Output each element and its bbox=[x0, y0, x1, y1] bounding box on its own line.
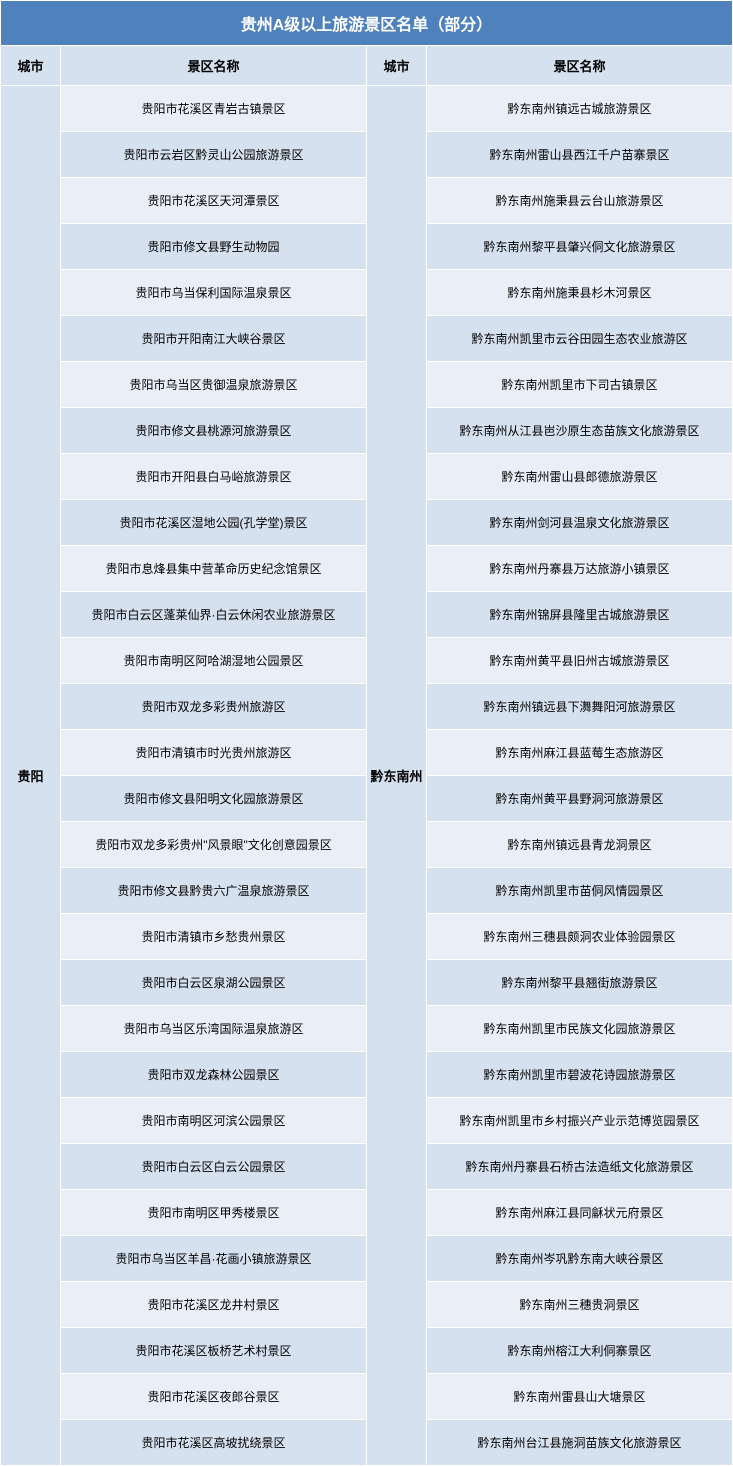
scenic-right: 黔东南州丹寨县石桥古法造纸文化旅游景区 bbox=[427, 1144, 733, 1190]
scenic-right: 黔东南州施秉县云台山旅游景区 bbox=[427, 178, 733, 224]
scenic-right: 黔东南州丹寨县万达旅游小镇景区 bbox=[427, 546, 733, 592]
header-scenic-left: 景区名称 bbox=[61, 46, 367, 86]
scenic-left: 贵阳市花溪区龙井村景区 bbox=[61, 1282, 367, 1328]
scenic-right: 黔东南州黄平县旧州古城旅游景区 bbox=[427, 638, 733, 684]
table-title: 贵州A级以上旅游景区名单（部分） bbox=[1, 1, 733, 46]
scenic-left: 贵阳市花溪区青岩古镇景区 bbox=[61, 86, 367, 132]
scenic-right: 黔东南州镇远县下㵲舞阳河旅游景区 bbox=[427, 684, 733, 730]
scenic-left: 贵阳市南明区甲秀楼景区 bbox=[61, 1190, 367, 1236]
scenic-left: 贵阳市清镇市时光贵州旅游区 bbox=[61, 730, 367, 776]
scenic-left: 贵阳市乌当区贵御温泉旅游景区 bbox=[61, 362, 367, 408]
scenic-left: 贵阳市花溪区湿地公园(孔学堂)景区 bbox=[61, 500, 367, 546]
scenic-right: 黔东南州施秉县杉木河景区 bbox=[427, 270, 733, 316]
scenic-left: 贵阳市乌当区羊昌·花画小镇旅游景区 bbox=[61, 1236, 367, 1282]
scenic-left: 贵阳市修文县桃源河旅游景区 bbox=[61, 408, 367, 454]
scenic-left: 贵阳市修文县阳明文化园旅游景区 bbox=[61, 776, 367, 822]
scenic-right: 黔东南州凯里市下司古镇景区 bbox=[427, 362, 733, 408]
header-city-left: 城市 bbox=[1, 46, 61, 86]
scenic-right: 黔东南州榕江大利侗寨景区 bbox=[427, 1328, 733, 1374]
scenic-right: 黔东南州麻江县同龢状元府景区 bbox=[427, 1190, 733, 1236]
scenic-left: 贵阳市双龙多彩贵州旅游区 bbox=[61, 684, 367, 730]
header-row: 城市 景区名称 城市 景区名称 bbox=[1, 46, 733, 86]
city-right: 黔东南州 bbox=[367, 86, 427, 1466]
scenic-right: 黔东南州从江县岜沙原生态苗族文化旅游景区 bbox=[427, 408, 733, 454]
scenic-left: 贵阳市花溪区天河潭景区 bbox=[61, 178, 367, 224]
scenic-left: 贵阳市白云区白云公园景区 bbox=[61, 1144, 367, 1190]
scenic-right: 黔东南州剑河县温泉文化旅游景区 bbox=[427, 500, 733, 546]
scenic-right: 黔东南州黎平县肇兴侗文化旅游景区 bbox=[427, 224, 733, 270]
scenic-left: 贵阳市乌当区乐湾国际温泉旅游区 bbox=[61, 1006, 367, 1052]
scenic-table: 贵州A级以上旅游景区名单（部分） 城市 景区名称 城市 景区名称 贵阳贵阳市花溪… bbox=[0, 0, 733, 1466]
scenic-right: 黔东南州三穗贵洞景区 bbox=[427, 1282, 733, 1328]
scenic-right: 黔东南州雷山县郎德旅游景区 bbox=[427, 454, 733, 500]
scenic-right: 黔东南州凯里市民族文化园旅游景区 bbox=[427, 1006, 733, 1052]
scenic-right: 黔东南州三穗县颇洞农业体验园景区 bbox=[427, 914, 733, 960]
scenic-left: 贵阳市南明区河滨公园景区 bbox=[61, 1098, 367, 1144]
scenic-left: 贵阳市修文县黔贵六广温泉旅游景区 bbox=[61, 868, 367, 914]
scenic-right: 黔东南州凯里市碧波花诗园旅游景区 bbox=[427, 1052, 733, 1098]
scenic-left: 贵阳市双龙多彩贵州"风景眼"文化创意园景区 bbox=[61, 822, 367, 868]
scenic-left: 贵阳市白云区泉湖公园景区 bbox=[61, 960, 367, 1006]
scenic-left: 贵阳市花溪区夜郎谷景区 bbox=[61, 1374, 367, 1420]
scenic-left: 贵阳市开阳县白马峪旅游景区 bbox=[61, 454, 367, 500]
scenic-left: 贵阳市清镇市乡愁贵州景区 bbox=[61, 914, 367, 960]
scenic-right: 黔东南州镇远县青龙洞景区 bbox=[427, 822, 733, 868]
scenic-left: 贵阳市开阳南江大峡谷景区 bbox=[61, 316, 367, 362]
scenic-right: 黔东南州锦屏县隆里古城旅游景区 bbox=[427, 592, 733, 638]
scenic-left: 贵阳市乌当保利国际温泉景区 bbox=[61, 270, 367, 316]
scenic-left: 贵阳市云岩区黔灵山公园旅游景区 bbox=[61, 132, 367, 178]
scenic-right: 黔东南州黄平县野洞河旅游景区 bbox=[427, 776, 733, 822]
scenic-right: 黔东南州镇远古城旅游景区 bbox=[427, 86, 733, 132]
scenic-right: 黔东南州雷山县西江千户苗寨景区 bbox=[427, 132, 733, 178]
header-city-right: 城市 bbox=[367, 46, 427, 86]
scenic-left: 贵阳市花溪区板桥艺术村景区 bbox=[61, 1328, 367, 1374]
scenic-right: 黔东南州凯里市苗侗风情园景区 bbox=[427, 868, 733, 914]
scenic-left: 贵阳市南明区阿哈湖湿地公园景区 bbox=[61, 638, 367, 684]
scenic-right: 黔东南州麻江县蓝莓生态旅游区 bbox=[427, 730, 733, 776]
header-scenic-right: 景区名称 bbox=[427, 46, 733, 86]
title-row: 贵州A级以上旅游景区名单（部分） bbox=[1, 1, 733, 46]
scenic-left: 贵阳市修文县野生动物园 bbox=[61, 224, 367, 270]
table-row: 贵阳贵阳市花溪区青岩古镇景区黔东南州黔东南州镇远古城旅游景区 bbox=[1, 86, 733, 132]
scenic-right: 黔东南州凯里市乡村振兴产业示范博览园景区 bbox=[427, 1098, 733, 1144]
scenic-left: 贵阳市白云区蓬莱仙界·白云休闲农业旅游景区 bbox=[61, 592, 367, 638]
city-left: 贵阳 bbox=[1, 86, 61, 1466]
scenic-right: 黔东南州岑巩黔东南大峡谷景区 bbox=[427, 1236, 733, 1282]
scenic-right: 黔东南州雷县山大塘景区 bbox=[427, 1374, 733, 1420]
scenic-right: 黔东南州台江县施洞苗族文化旅游景区 bbox=[427, 1420, 733, 1466]
scenic-left: 贵阳市双龙森林公园景区 bbox=[61, 1052, 367, 1098]
scenic-right: 黔东南州凯里市云谷田园生态农业旅游区 bbox=[427, 316, 733, 362]
scenic-right: 黔东南州黎平县翘街旅游景区 bbox=[427, 960, 733, 1006]
scenic-left: 贵阳市息烽县集中营革命历史纪念馆景区 bbox=[61, 546, 367, 592]
scenic-left: 贵阳市花溪区高坡扰绕景区 bbox=[61, 1420, 367, 1466]
